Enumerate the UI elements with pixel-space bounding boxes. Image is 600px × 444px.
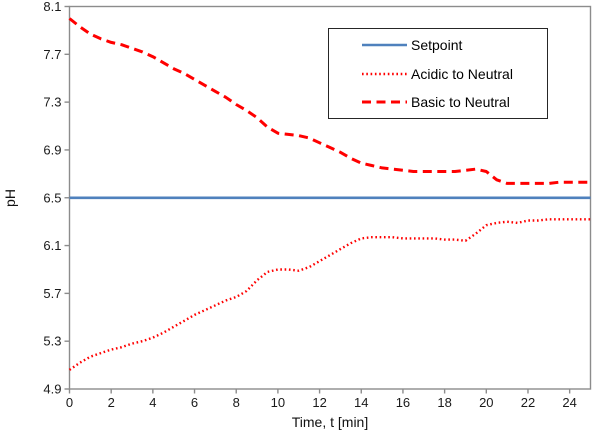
x-tick-label: 10 (271, 395, 285, 410)
x-tick-label: 0 (66, 395, 73, 410)
dotted-line-sample-icon (362, 72, 407, 75)
x-tick-label: 22 (521, 395, 535, 410)
legend: Setpoint Acidic to Neutral Basic to Neut… (328, 28, 548, 119)
x-axis-title: Time, t [min] (291, 414, 369, 430)
x-tick-label: 4 (149, 395, 156, 410)
y-tick-label: 6.5 (43, 190, 61, 205)
y-tick-label: 4.9 (43, 382, 61, 397)
legend-label-acidic-to-neutral: Acidic to Neutral (411, 65, 513, 82)
x-tick-label: 20 (479, 395, 493, 410)
x-tick-label: 14 (354, 395, 368, 410)
y-tick-label: 6.9 (43, 142, 61, 157)
x-tick-label: 18 (437, 395, 451, 410)
x-tick-label: 24 (562, 395, 576, 410)
legend-label-basic-to-neutral: Basic to Neutral (411, 93, 510, 110)
legend-label-setpoint: Setpoint (411, 37, 463, 54)
x-tick-label: 2 (108, 395, 115, 410)
legend-item-basic-to-neutral: Basic to Neutral (361, 90, 547, 114)
y-tick-label: 7.3 (43, 95, 61, 110)
series-line-basic-to-neutral (68, 17, 591, 185)
y-tick-label: 6.1 (43, 238, 61, 253)
legend-item-acidic-to-neutral: Acidic to Neutral (361, 62, 547, 86)
y-tick-label: 8.1 (43, 0, 61, 14)
dashed-line-sample-icon (362, 100, 407, 104)
x-tick-label: 6 (191, 395, 198, 410)
setpoint-line-sample-icon (362, 43, 407, 47)
series-line-acidic-to-neutral (68, 218, 591, 371)
x-tick-label: 8 (233, 395, 240, 410)
x-tick-label: 16 (396, 395, 410, 410)
y-tick-label: 5.7 (43, 286, 61, 301)
y-tick-label: 5.3 (43, 334, 61, 349)
y-tick-label: 7.7 (43, 47, 61, 62)
y-axis-title: pH (2, 189, 18, 207)
legend-item-setpoint: Setpoint (361, 33, 547, 57)
x-tick-label: 12 (312, 395, 326, 410)
